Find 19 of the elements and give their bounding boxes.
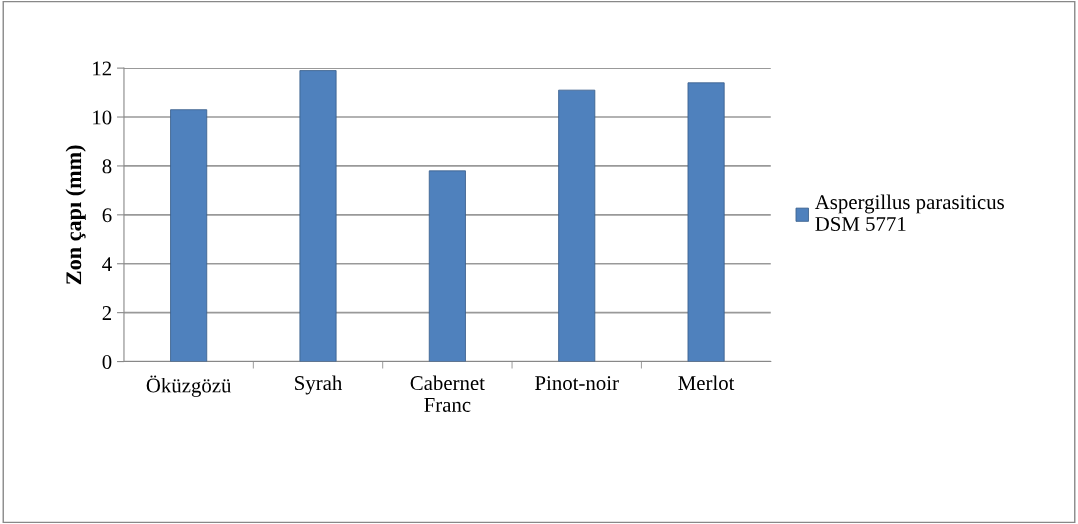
x-tick-label: Syrah bbox=[295, 375, 343, 395]
y-axis-title: Zon çapı (mm) bbox=[65, 145, 86, 285]
bar bbox=[687, 82, 725, 362]
bar bbox=[299, 70, 337, 362]
y-tick-label: 10 bbox=[93, 110, 112, 125]
bar bbox=[558, 89, 596, 362]
y-tick-label: 8 bbox=[102, 159, 112, 174]
x-tick-label: Merlot bbox=[678, 375, 735, 391]
y-tick-label: 4 bbox=[102, 257, 112, 271]
y-tick-label: 12 bbox=[93, 61, 112, 76]
y-tick-label: 0 bbox=[102, 354, 112, 369]
legend-label: Aspergillus parasiticus DSM 5771 bbox=[814, 194, 1004, 231]
bar bbox=[428, 170, 466, 362]
x-tick-label: Öküzgözü bbox=[146, 375, 232, 397]
y-tick-label: 2 bbox=[102, 306, 112, 320]
bar bbox=[170, 109, 208, 362]
x-tick-label: Cabernet Franc bbox=[410, 375, 485, 412]
x-tick-label: Pinot-noir bbox=[535, 376, 619, 391]
y-tick-label: 6 bbox=[102, 208, 112, 223]
